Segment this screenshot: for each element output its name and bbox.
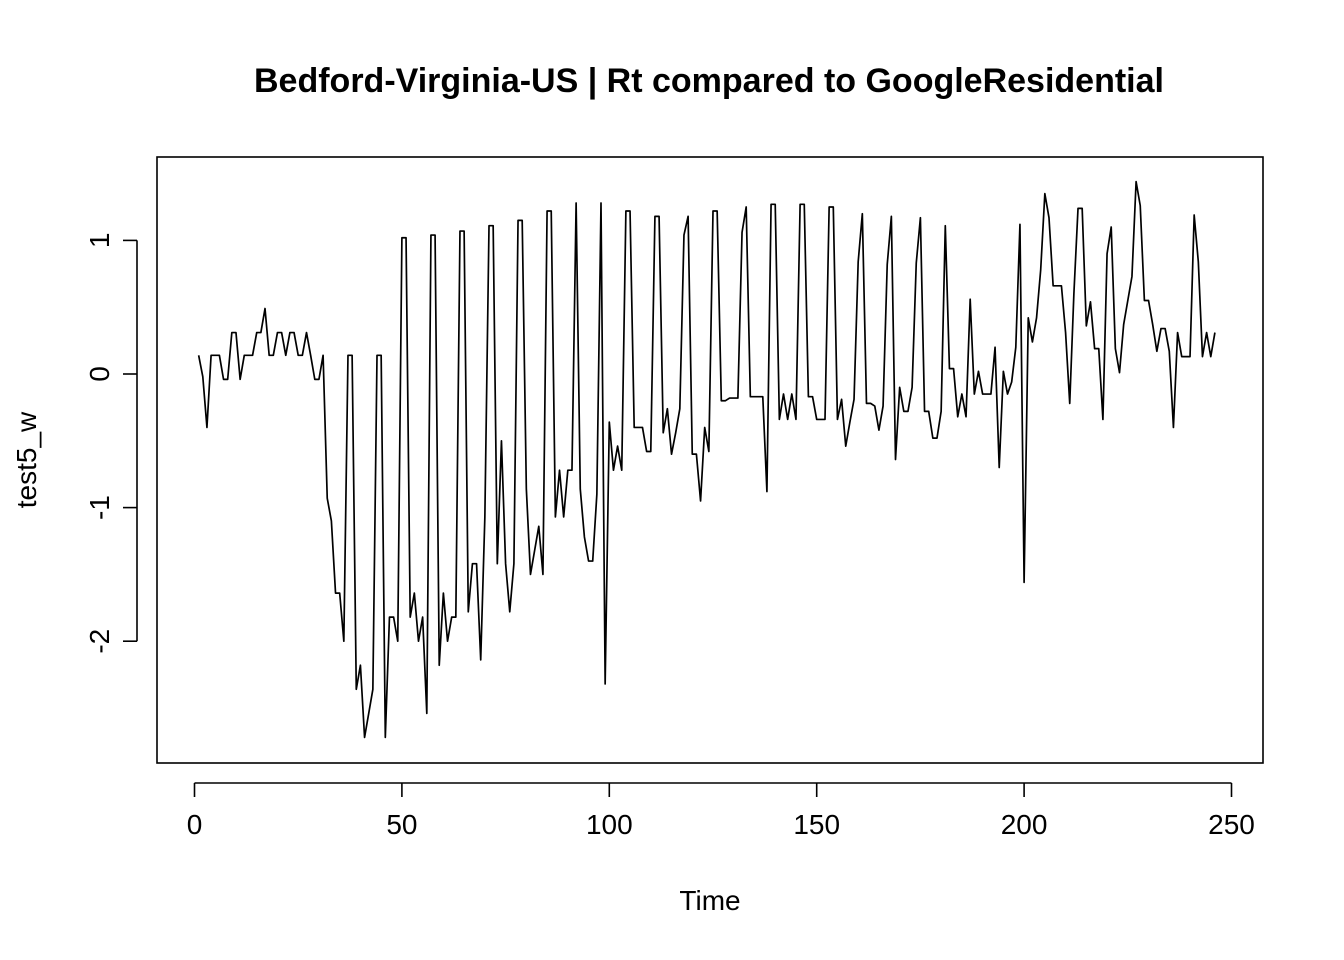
x-tick-label: 150 [793,809,840,840]
y-axis: -2 -1 0 1 [84,233,138,654]
y-tick-label: -2 [84,629,115,654]
x-tick-label: 0 [187,809,203,840]
y-tick-label: 1 [84,233,115,249]
y-tick-label: 0 [84,366,115,382]
y-axis-label: test5_w [11,411,42,508]
y-tick-label: -1 [84,495,115,520]
x-axis-label: Time [679,885,740,916]
series-line-test5-w [197,180,1216,739]
chart-title: Bedford-Virginia-US | Rt compared to Goo… [254,62,1164,100]
x-tick-label: 200 [1001,809,1048,840]
x-tick-label: 50 [386,809,417,840]
x-axis: 0 50 100 150 200 250 [187,782,1255,840]
plot-frame [156,156,1264,764]
x-tick-label: 250 [1208,809,1255,840]
x-tick-label: 100 [586,809,633,840]
